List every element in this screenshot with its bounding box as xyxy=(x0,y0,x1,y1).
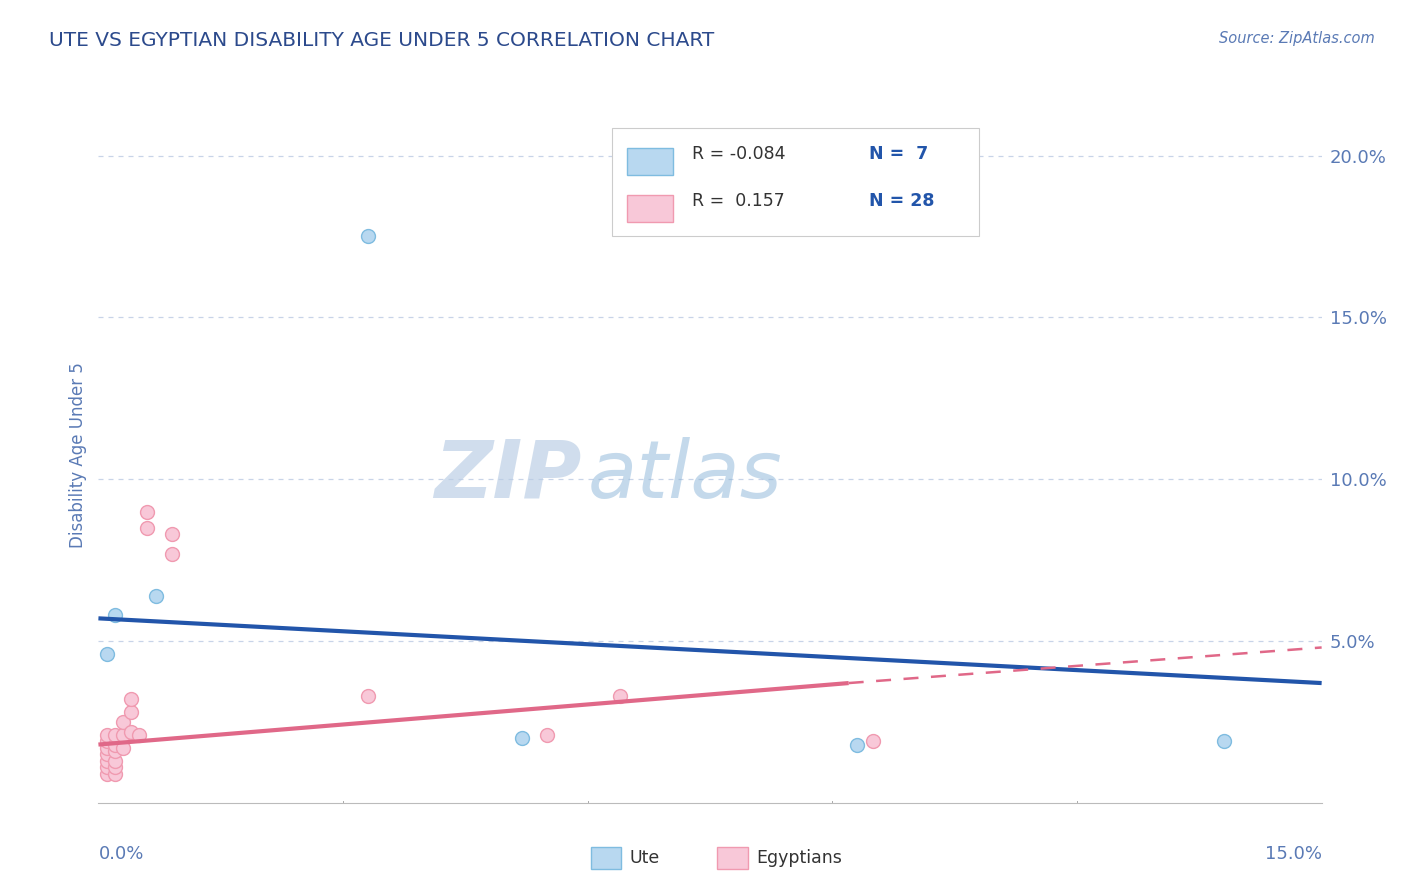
Point xyxy=(104,754,127,768)
Point xyxy=(1212,734,1234,748)
Point xyxy=(120,724,142,739)
Point xyxy=(111,728,134,742)
Point xyxy=(862,734,884,748)
Text: R =  0.157: R = 0.157 xyxy=(692,192,785,210)
Text: atlas: atlas xyxy=(588,437,783,515)
FancyBboxPatch shape xyxy=(612,128,979,235)
Point xyxy=(128,728,150,742)
Point xyxy=(104,766,127,780)
Text: R = -0.084: R = -0.084 xyxy=(692,145,785,163)
Point xyxy=(512,731,534,745)
Point xyxy=(609,689,631,703)
Point xyxy=(104,744,127,758)
Point xyxy=(96,740,118,755)
Point xyxy=(356,229,378,244)
Point xyxy=(104,728,127,742)
Point xyxy=(104,738,127,752)
Point xyxy=(111,714,134,729)
Point xyxy=(120,692,142,706)
Point xyxy=(160,527,183,541)
Point xyxy=(96,754,118,768)
Text: Source: ZipAtlas.com: Source: ZipAtlas.com xyxy=(1219,31,1375,46)
Point xyxy=(96,766,118,780)
Point xyxy=(96,747,118,762)
Text: N =  7: N = 7 xyxy=(869,145,928,163)
Text: 15.0%: 15.0% xyxy=(1264,845,1322,863)
Text: ZIP: ZIP xyxy=(434,437,582,515)
Point xyxy=(136,521,159,535)
Text: 0.0%: 0.0% xyxy=(98,845,143,863)
Text: UTE VS EGYPTIAN DISABILITY AGE UNDER 5 CORRELATION CHART: UTE VS EGYPTIAN DISABILITY AGE UNDER 5 C… xyxy=(49,31,714,50)
Text: N = 28: N = 28 xyxy=(869,192,935,210)
FancyBboxPatch shape xyxy=(627,148,673,175)
Point xyxy=(120,705,142,719)
Point xyxy=(536,728,558,742)
Point xyxy=(104,608,127,623)
Point xyxy=(845,738,868,752)
Point xyxy=(96,728,118,742)
Point xyxy=(160,547,183,561)
Point xyxy=(104,760,127,774)
Text: Ute: Ute xyxy=(630,849,661,867)
Point xyxy=(356,689,378,703)
Text: Egyptians: Egyptians xyxy=(756,849,842,867)
Point xyxy=(111,740,134,755)
FancyBboxPatch shape xyxy=(627,195,673,222)
Point xyxy=(96,760,118,774)
Point xyxy=(96,734,118,748)
Point xyxy=(96,647,118,661)
Y-axis label: Disability Age Under 5: Disability Age Under 5 xyxy=(69,362,87,548)
Point xyxy=(145,589,167,603)
Point xyxy=(136,504,159,518)
